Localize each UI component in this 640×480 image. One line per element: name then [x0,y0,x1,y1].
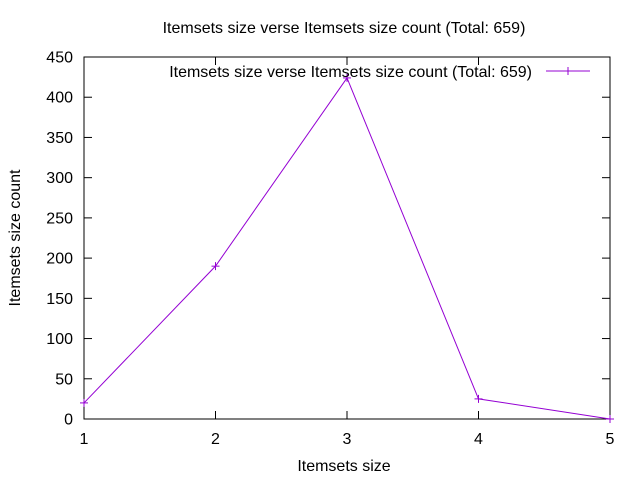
x-tick-label: 4 [474,431,483,448]
series-layer [80,73,614,423]
y-tick-label: 400 [46,90,73,107]
x-tick-label: 1 [80,431,89,448]
x-tick-label: 5 [606,431,615,448]
x-axis-label: Itemsets size [297,458,390,475]
data-point-marker [211,262,220,271]
x-axis-ticks: 1 2 3 4 5 [80,57,615,448]
y-axis-ticks: 0 50 100 150 200 250 300 350 400 450 [46,50,610,429]
legend-marker [564,67,572,75]
y-tick-label: 150 [46,291,73,308]
y-tick-label: 100 [46,331,73,348]
legend-label: Itemsets size verse Itemsets size count … [169,64,532,81]
y-tick-label: 0 [64,412,73,429]
x-tick-label: 3 [343,431,352,448]
data-point-marker [474,394,483,403]
y-axis-label: Itemsets size count [7,169,24,307]
data-point-marker [343,73,351,82]
chart-title: Itemsets size verse Itemsets size count … [163,20,526,37]
data-point-marker [606,415,614,423]
x-tick-label: 2 [211,431,220,448]
y-tick-label: 300 [46,170,73,187]
y-tick-label: 350 [46,130,73,147]
legend: Itemsets size verse Itemsets size count … [169,64,590,81]
y-tick-label: 250 [46,210,73,227]
data-point-marker [80,398,88,407]
y-tick-label: 450 [46,50,73,67]
y-tick-label: 200 [46,251,73,268]
y-tick-label: 50 [55,371,73,388]
